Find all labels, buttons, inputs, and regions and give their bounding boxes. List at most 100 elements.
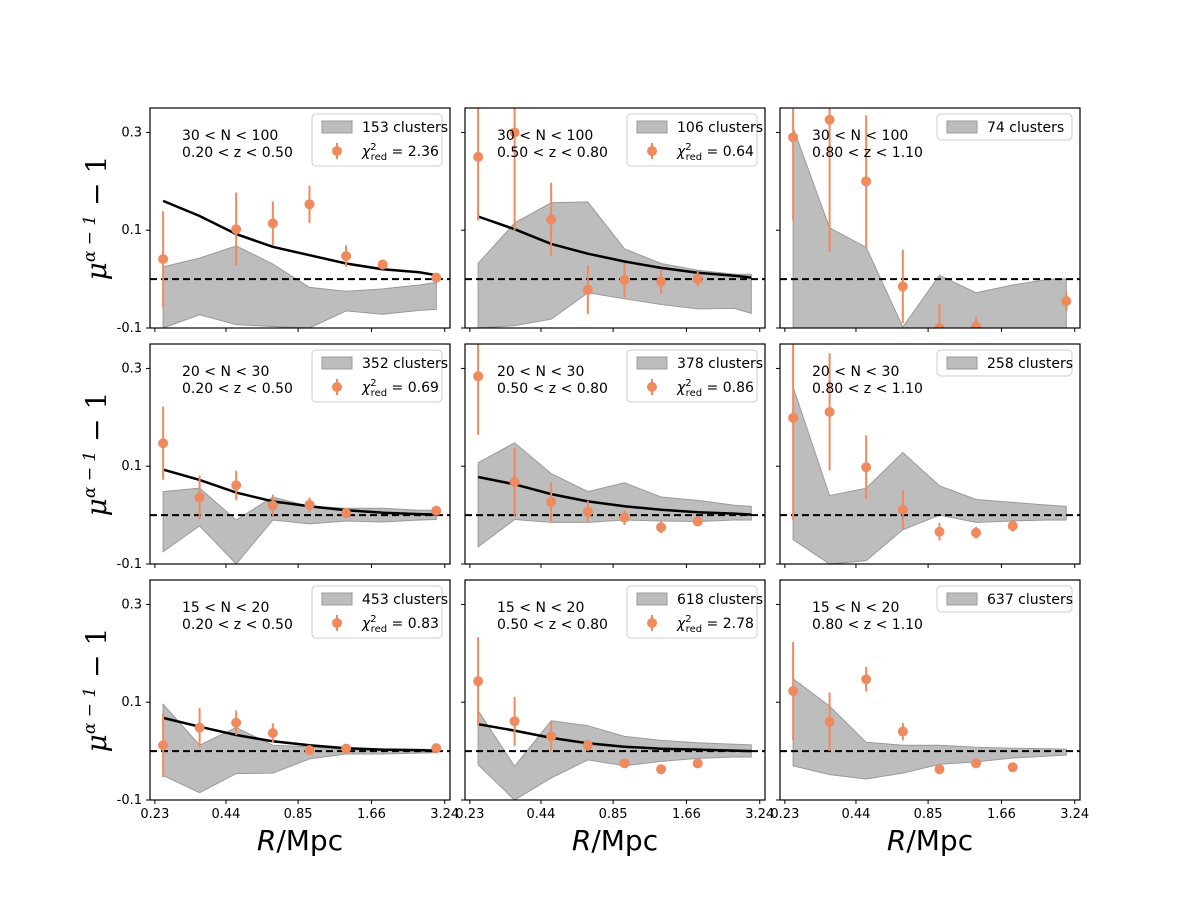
data-point	[582, 506, 593, 517]
y-axis-label-exponent: α − 1	[80, 687, 100, 734]
chi-symbol: χ	[361, 616, 371, 632]
plot-area	[780, 344, 1080, 564]
legend: 74 clusters	[936, 113, 1073, 141]
data-point	[692, 516, 703, 527]
panel-annotation: 0.50 < z < 0.80	[497, 381, 608, 397]
x-tick-label: 0.23	[455, 807, 484, 822]
y-tick-label: 0.1	[121, 459, 142, 474]
null-test-band	[792, 677, 1067, 780]
chi-subscript: red	[371, 152, 387, 163]
panel-annotation: 0.80 < z < 1.10	[812, 145, 923, 161]
chi-value: = 0.69	[387, 380, 439, 396]
chi-symbol: χ	[361, 380, 371, 396]
x-tick-label: 0.85	[599, 807, 628, 822]
null-test-band	[162, 245, 437, 328]
y-axis-label-base: μ	[80, 262, 113, 280]
legend-band-swatch	[636, 120, 668, 134]
model-curve	[162, 199, 437, 277]
axes-frame	[464, 579, 766, 801]
data-point	[656, 276, 667, 287]
data-point	[824, 716, 835, 727]
legend-band-swatch	[946, 356, 978, 370]
x-axis-label-unit: /Mpc	[906, 824, 973, 857]
legend-band-swatch	[946, 120, 978, 134]
y-axis-label: μα − 1 − 1	[80, 156, 113, 281]
y-axis-label-exponent: α − 1	[80, 215, 100, 262]
data-point	[788, 685, 799, 696]
data-point	[158, 438, 169, 449]
data-point	[824, 114, 835, 125]
data-point	[656, 764, 667, 775]
panel-annotation: 15 < N < 20	[182, 600, 269, 616]
data-point	[509, 476, 520, 487]
model-curve	[477, 722, 752, 753]
data-point	[304, 745, 315, 756]
axes-frame	[779, 579, 1081, 801]
x-tick-label: 0.23	[770, 807, 799, 822]
plot-area	[465, 108, 765, 328]
data-point	[861, 462, 872, 473]
data-point	[377, 259, 388, 270]
data-point	[546, 731, 557, 742]
data-point	[546, 496, 557, 507]
legend-points-label: χ2 red = 2.36	[361, 142, 439, 163]
chi-subscript: red	[371, 388, 387, 399]
x-tick-label: 0.44	[526, 807, 555, 822]
x-tick-label: 3.24	[1060, 807, 1089, 822]
chi-subscript: red	[686, 388, 702, 399]
legend-band-swatch	[321, 592, 353, 606]
chi-value: = 2.78	[702, 616, 754, 632]
data-point	[304, 499, 315, 510]
chi-value: = 0.64	[702, 144, 754, 160]
legend-band-label: 258 clusters	[987, 356, 1073, 372]
panel-2-1: 0.23 0.44 0.85 1.66 3.24 15 < N < 200.50 < z …	[455, 579, 774, 822]
data-point	[431, 743, 442, 754]
panel-annotation: 0.80 < z < 1.10	[812, 617, 923, 633]
legend: 637 clusters	[936, 585, 1073, 613]
data-point	[582, 284, 593, 295]
data-point	[619, 758, 630, 769]
legend: 106 clusters χ2 red = 0.64	[626, 113, 763, 167]
legend-point-swatch	[332, 618, 342, 628]
legend-band-label: 106 clusters	[677, 120, 763, 136]
x-axis-label-unit: /Mpc	[276, 824, 343, 857]
data-point	[509, 716, 520, 727]
y-axis-label-base: μ	[80, 498, 113, 516]
data-point	[158, 254, 169, 265]
data-point	[1061, 296, 1072, 307]
x-tick-label: 1.66	[357, 807, 386, 822]
plot-area	[465, 344, 765, 548]
chi-superscript: 2	[685, 614, 691, 625]
chi-superscript: 2	[370, 614, 376, 625]
data-point	[341, 743, 352, 754]
data-point	[824, 406, 835, 417]
x-tick-label: 3.24	[430, 807, 459, 822]
data-point	[934, 526, 945, 537]
panel-annotation: 0.80 < z < 1.10	[812, 381, 923, 397]
plot-area	[465, 637, 765, 800]
axes-frame	[779, 343, 1081, 565]
panel-annotation: 30 < N < 100	[497, 128, 593, 144]
data-point	[619, 512, 630, 523]
axis-labels-layer: μα − 1 − 1μα − 1 − 1μα − 1 − 1R/Mpc R/Mpc…	[80, 156, 973, 857]
chi-value: = 2.36	[387, 144, 439, 160]
x-tick-label: 0.85	[914, 807, 943, 822]
y-axis-label-tail: − 1	[80, 628, 113, 687]
chi-superscript: 2	[685, 142, 691, 153]
panel-annotation: 0.20 < z < 0.50	[182, 145, 293, 161]
legend: 153 clusters χ2 red = 2.36	[311, 113, 448, 167]
chi-subscript: red	[686, 152, 702, 163]
panel-annotation: 30 < N < 100	[812, 128, 908, 144]
x-axis-label-variable: R	[572, 824, 591, 857]
data-point	[897, 281, 908, 292]
legend: 258 clusters	[936, 349, 1073, 377]
x-axis-label-variable: R	[887, 824, 906, 857]
chi-symbol: χ	[676, 144, 686, 160]
data-point	[473, 371, 484, 382]
y-axis-label: μα − 1 − 1	[80, 628, 113, 753]
chi-subscript: red	[371, 624, 387, 635]
data-point	[267, 500, 278, 511]
data-point	[788, 412, 799, 423]
legend: 352 clusters χ2 red = 0.69	[311, 349, 448, 403]
data-point	[971, 527, 982, 538]
